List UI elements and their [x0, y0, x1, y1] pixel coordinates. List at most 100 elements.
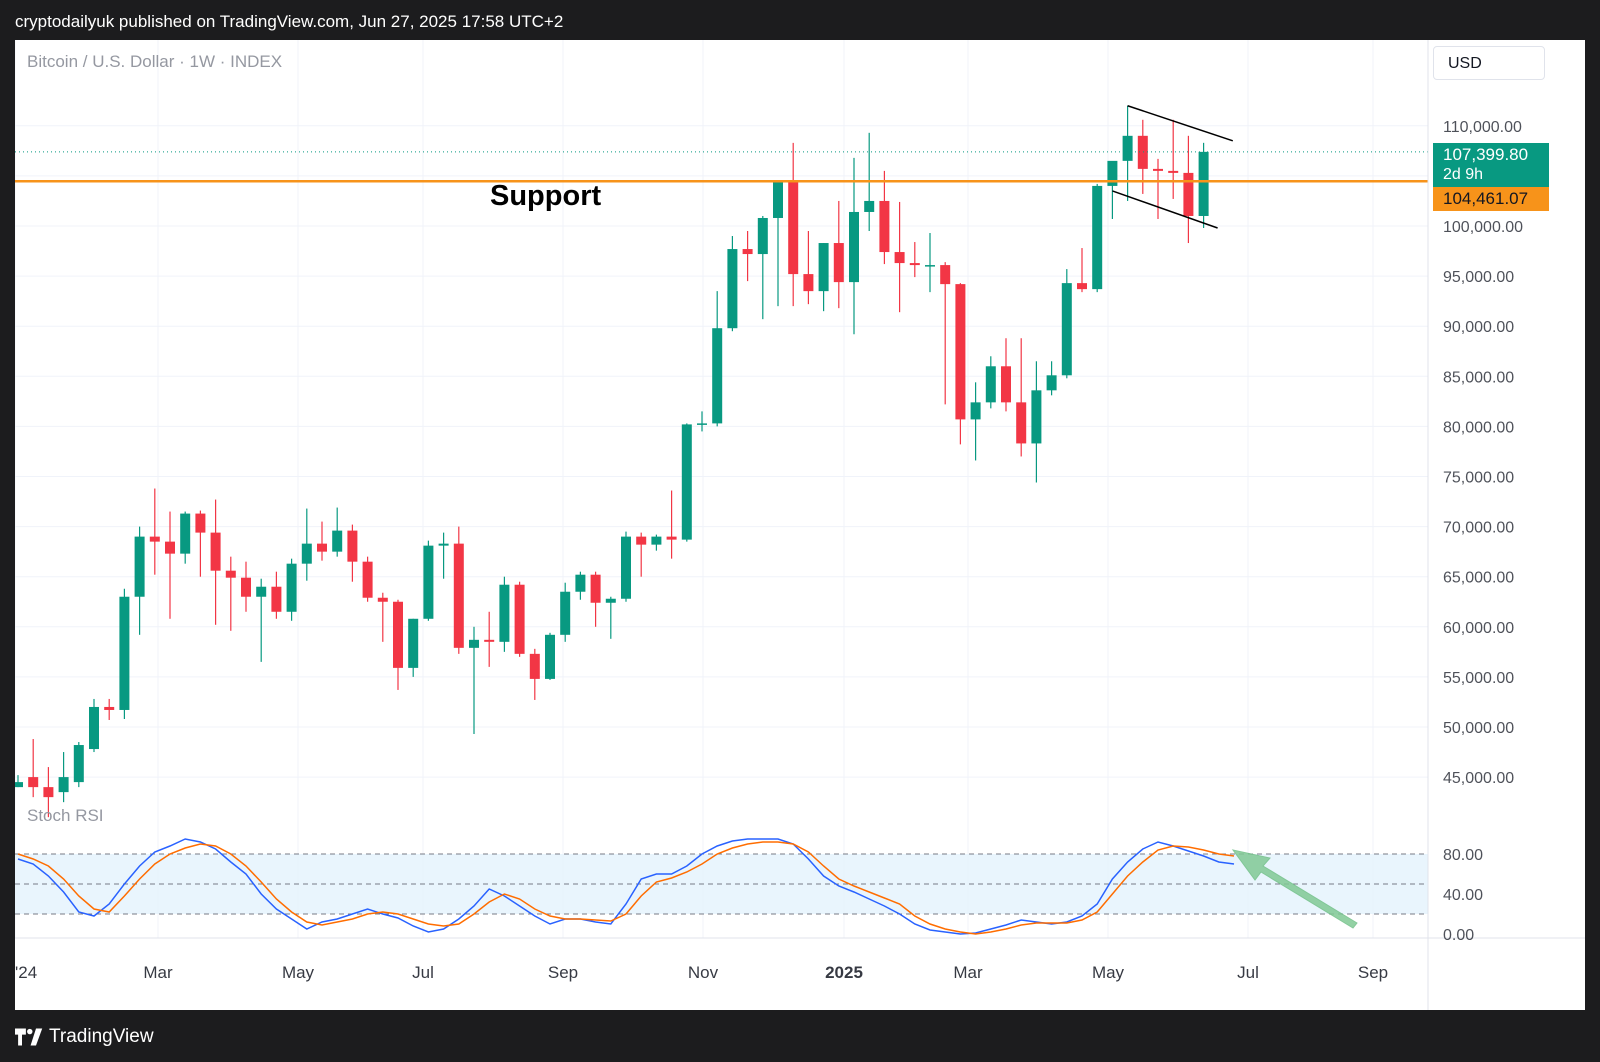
candle-body	[1016, 402, 1027, 444]
candle-body	[894, 252, 905, 264]
candle	[43, 767, 54, 818]
price-axis-label: 50,000.00	[1443, 720, 1514, 737]
candle-body	[1077, 283, 1087, 290]
candles	[15, 105, 1209, 818]
candle	[605, 596, 616, 639]
candle	[666, 490, 677, 559]
candle	[241, 561, 251, 612]
candle-body	[180, 513, 191, 554]
price-axis-label: 60,000.00	[1443, 620, 1514, 637]
candle	[89, 698, 99, 753]
candle	[28, 739, 39, 798]
candle-body	[545, 634, 555, 679]
candle	[362, 556, 373, 602]
candle	[1077, 248, 1087, 293]
candle	[423, 540, 434, 621]
price-axis-label: 70,000.00	[1443, 520, 1514, 537]
candle-body	[1061, 283, 1072, 376]
candle-body	[256, 586, 267, 597]
price-axis-label: 75,000.00	[1443, 470, 1514, 487]
candle-body	[636, 536, 647, 545]
candle-body	[590, 574, 601, 603]
candle-body	[499, 584, 510, 642]
candle	[727, 236, 738, 332]
candle	[909, 242, 920, 278]
candle	[514, 581, 525, 657]
candle-body	[347, 530, 358, 562]
candle	[560, 582, 571, 642]
candle-body	[940, 265, 951, 285]
candle-body	[1198, 151, 1209, 216]
candle	[393, 599, 403, 690]
candle-body	[757, 217, 768, 255]
drawings	[15, 105, 1428, 929]
candle-body	[301, 543, 312, 564]
candle-body	[89, 706, 99, 750]
candle	[925, 233, 935, 293]
candle	[970, 382, 981, 461]
chart-frame[interactable]: 45,000.00 50,000.00 55,000.00 60,000.00 65,0…	[15, 40, 1585, 1010]
support-label: Support	[490, 180, 602, 212]
candle	[104, 698, 115, 720]
candle-body	[529, 653, 540, 679]
candle-body	[742, 249, 753, 255]
candle	[575, 571, 586, 600]
candle-body	[1031, 390, 1042, 444]
time-axis-label: '24	[15, 963, 37, 982]
candle	[1153, 158, 1163, 219]
candle	[985, 356, 996, 409]
candle	[1168, 119, 1179, 199]
candle	[833, 200, 844, 309]
candle	[1183, 135, 1194, 244]
stoch-band	[15, 853, 1428, 915]
price-axis-label: 85,000.00	[1443, 369, 1514, 386]
candle-body	[1107, 160, 1118, 186]
candle	[1107, 160, 1118, 219]
price-axis-label: 65,000.00	[1443, 570, 1514, 587]
candle-body	[803, 274, 814, 292]
candle-body	[241, 577, 251, 597]
stoch-lines	[17, 838, 1235, 935]
candle-body	[484, 639, 495, 642]
candle-body	[666, 536, 677, 540]
candle-body	[408, 618, 419, 668]
candle-body	[438, 543, 449, 546]
candle-body	[362, 561, 373, 598]
candle	[529, 648, 540, 700]
candle	[15, 775, 23, 788]
candle	[256, 578, 267, 662]
tradingview-brand: TradingView	[49, 1026, 154, 1047]
candle	[1061, 269, 1072, 379]
stoch-axis-label: 80.00	[1443, 847, 1483, 864]
channel-lower-line	[1112, 190, 1218, 229]
footer: TradingView	[0, 1010, 1600, 1062]
price-axis-label: 45,000.00	[1443, 770, 1514, 787]
price-axis-label: 55,000.00	[1443, 670, 1514, 687]
candle	[940, 262, 951, 405]
price-axis-label: 95,000.00	[1443, 269, 1514, 286]
candle-body	[119, 596, 130, 710]
time-axis-label: Sep	[548, 963, 578, 982]
candle	[271, 571, 282, 619]
candle	[453, 526, 464, 654]
candle-body	[712, 328, 723, 424]
axes: 45,000.00 50,000.00 55,000.00 60,000.00 65,0…	[15, 40, 1585, 1010]
candle	[195, 510, 206, 577]
stoch-k-line	[17, 838, 1235, 935]
candle-body	[727, 249, 738, 329]
candle-body	[681, 424, 692, 540]
tradingview-logo-icon	[15, 1028, 43, 1046]
candle	[408, 618, 419, 677]
candle-body	[15, 782, 23, 788]
candle	[73, 742, 84, 788]
candle-body	[332, 530, 343, 552]
tradingview-logo[interactable]: TradingView	[15, 1026, 154, 1048]
candle-body	[773, 181, 783, 218]
candle-body	[575, 574, 586, 592]
candle-body	[317, 543, 327, 552]
currency-button[interactable]: USD	[1433, 46, 1545, 80]
time-axis-label: Sep	[1358, 963, 1388, 982]
time-axis-label: May	[282, 963, 315, 982]
candle-body	[1092, 185, 1103, 290]
chart-canvas[interactable]: 45,000.00 50,000.00 55,000.00 60,000.00 65,0…	[15, 40, 1585, 1010]
